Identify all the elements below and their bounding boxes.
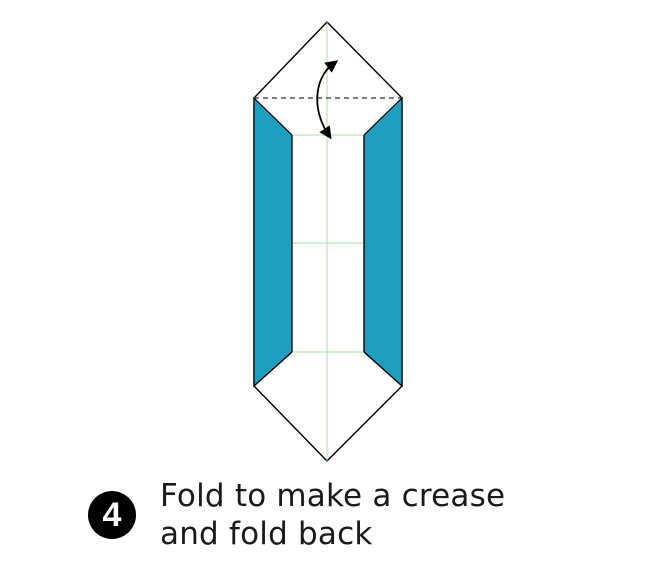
- instruction-line-1: Fold to make a crease: [160, 478, 506, 514]
- curved-double-arrow-icon: [316, 60, 339, 140]
- step-number-badge: 4: [88, 491, 136, 539]
- right-colored-flap: [363, 96, 403, 388]
- flap-edges: [253, 135, 403, 387]
- left-colored-flap: [253, 96, 293, 388]
- instruction-text: Fold to make a crease and fold back: [160, 477, 630, 553]
- instruction-line-2: and fold back: [160, 516, 373, 552]
